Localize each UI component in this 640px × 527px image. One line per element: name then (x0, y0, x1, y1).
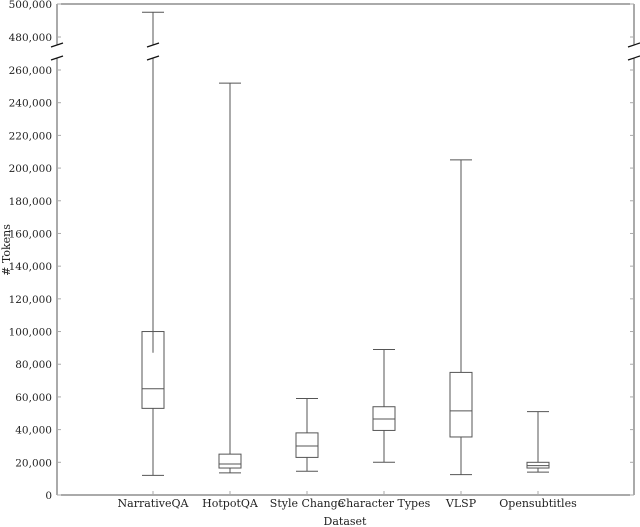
x-tick-label: Character Types (338, 497, 431, 510)
y-tick-label: 20,000 (15, 457, 52, 469)
x-tick-label: Opensubtitles (499, 497, 577, 510)
y-tick-label: 100,000 (9, 327, 52, 339)
plot-frame (50, 3, 640, 496)
box-style-change (295, 398, 319, 472)
x-axis-labels: NarrativeQA HotpotQA Style ChangeCharacter… (118, 491, 577, 510)
box-opensubtitles (526, 411, 550, 473)
boxes (141, 11, 550, 476)
y-tick-label: 200,000 (9, 163, 52, 175)
box-vlsp (449, 159, 473, 476)
y-tick-label: 160,000 (9, 228, 52, 240)
y-tick-label: 260,000 (9, 65, 52, 77)
x-tick-label: Style Change (270, 497, 344, 510)
box-narrativeqa (141, 11, 165, 476)
box-hotpotqa (218, 82, 242, 474)
x-tick-label: HotpotQA (202, 497, 259, 510)
y-tick-label: 240,000 (9, 98, 52, 110)
y-axis-ticks: 0 20,000 40,000 60,000 80,000 100,000 120,000 1… (9, 0, 634, 502)
y-tick-label: 180,000 (9, 196, 52, 208)
x-axis-title: Dataset (324, 515, 368, 527)
y-tick-label: 480,000 (9, 32, 52, 44)
x-tick-label: NarrativeQA (118, 497, 190, 510)
y-tick-label: 60,000 (15, 392, 52, 404)
y-tick-label: 500,000 (9, 0, 52, 11)
y-axis-title: # Tokens (0, 224, 13, 276)
y-tick-label: 220,000 (9, 130, 52, 142)
y-tick-label: 0 (45, 490, 52, 502)
y-tick-label: 80,000 (15, 359, 52, 371)
y-tick-label: 140,000 (9, 261, 52, 273)
x-tick-label: VLSP (445, 497, 477, 510)
box-character-types (372, 349, 396, 463)
y-tick-label: 120,000 (9, 294, 52, 306)
y-tick-label: 40,000 (15, 425, 52, 437)
